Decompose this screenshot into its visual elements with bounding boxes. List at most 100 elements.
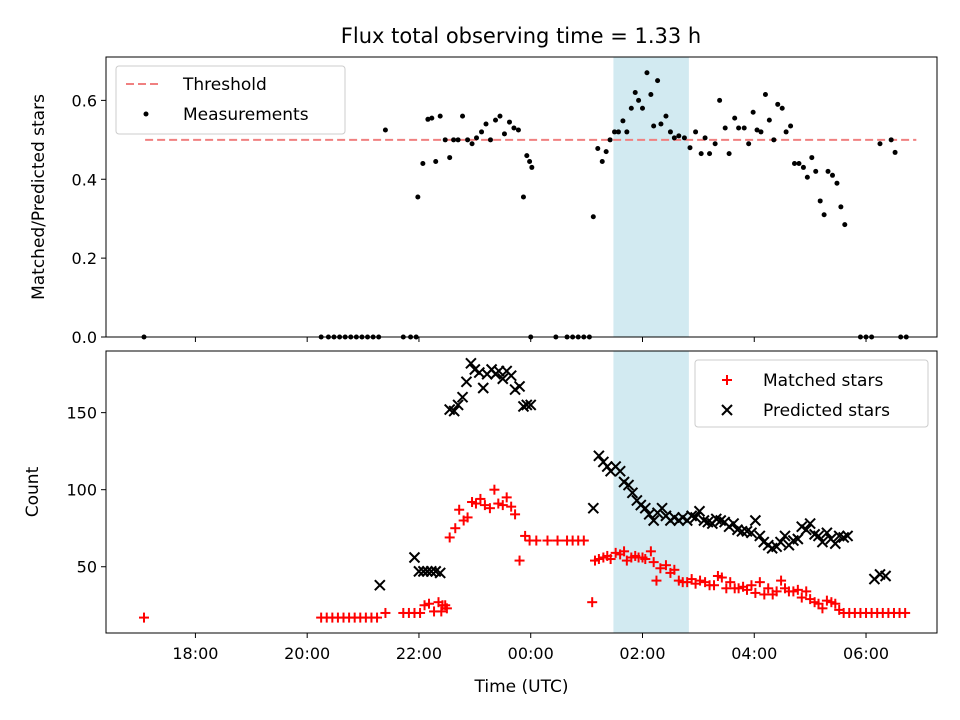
matched-starspoint [450, 523, 461, 534]
matched-starspoint [493, 498, 504, 509]
x-axis-label: Time (UTC) [474, 677, 569, 697]
matched-starspoint [619, 546, 630, 557]
predicted-starspoint [736, 525, 748, 538]
measurementspoint [746, 141, 752, 147]
predicted-starspoint [816, 536, 829, 548]
matched-starspoint [741, 584, 752, 595]
legend-predicted-swatch [721, 404, 733, 416]
measurementspoint [842, 222, 848, 228]
legend-measurements-swatch [143, 111, 149, 117]
matched-starspoint [444, 532, 455, 543]
measurementspoint [754, 127, 760, 133]
legend-predicted-label: Predicted stars [763, 401, 890, 421]
matched-starspoint [771, 586, 782, 597]
measurementspoint [639, 105, 645, 111]
measurementspoint [838, 204, 844, 210]
matched-starspoint [759, 589, 770, 600]
measurementspoint [455, 137, 461, 143]
measurementspoint [892, 149, 898, 155]
measurementspoint [493, 117, 499, 123]
predicted-starspoint [448, 405, 460, 417]
predicted-starspoint [460, 376, 473, 388]
measurementspoint [667, 129, 673, 135]
measurementspoint [726, 151, 732, 157]
matched-starspoint [578, 535, 589, 546]
measurementspoint [750, 109, 756, 115]
measurementspoint [529, 164, 535, 170]
predicted-starspoint [754, 530, 766, 542]
measurementspoint [506, 119, 512, 125]
measurementspoint [813, 168, 819, 174]
predicted-starspoint [421, 565, 434, 578]
top-data-marks [141, 70, 917, 340]
matched-starspoint [501, 492, 512, 503]
measurementspoint [483, 121, 489, 127]
measurementspoint [615, 129, 621, 135]
predicted-starspoint [647, 514, 660, 527]
bottom-highlight-span [613, 351, 689, 633]
matched-starspoint [733, 583, 744, 594]
top-plot-frame [105, 56, 938, 338]
measurementspoint [590, 214, 596, 220]
measurementspoint [809, 155, 815, 161]
x-tick-label: 04:00 [731, 644, 777, 663]
x-tick-label: 00:00 [508, 644, 554, 663]
matched-starspoint [593, 554, 604, 565]
matched-starspoint [605, 554, 616, 565]
predicted-starspoint [505, 369, 517, 382]
matched-starspoint [763, 583, 774, 594]
y-tick-label: 0.4 [72, 170, 97, 189]
measurementspoint [775, 101, 781, 107]
measurementspoint [681, 135, 687, 141]
measurementspoint [628, 105, 634, 111]
matched-starspoint [709, 580, 720, 591]
top-highlight-span [613, 57, 689, 337]
predicted-starspoint [593, 450, 605, 462]
predicted-starspoint [879, 570, 892, 582]
matched-starspoint [380, 607, 391, 618]
matched-starspoint [479, 500, 490, 511]
measurementspoint [676, 133, 682, 139]
measurementspoint [474, 135, 480, 141]
matched-starspoint [470, 498, 481, 509]
predicted-starspoint [513, 380, 526, 393]
measurementspoint [433, 159, 439, 165]
matched-starspoint [900, 607, 911, 618]
top-legend-box [115, 65, 346, 135]
matched-starspoint [542, 535, 553, 546]
matched-starspoint [830, 598, 841, 609]
measurementspoint [501, 131, 507, 137]
matched-starspoint [436, 606, 447, 617]
measurementspoint [722, 125, 728, 131]
matched-starspoint [669, 564, 680, 575]
matched-starspoint [520, 530, 531, 541]
measurementspoint [698, 151, 704, 157]
measurementspoint [766, 117, 772, 123]
matched-starspoint [796, 592, 807, 603]
predicted-starspoint [774, 536, 787, 548]
matched-starspoint [750, 587, 761, 598]
measurementspoint [624, 129, 630, 135]
predicted-starspoint [821, 527, 833, 539]
x-tick-label: 02:00 [619, 644, 665, 663]
predicted-starspoint [804, 517, 816, 530]
predicted-starspoint [434, 567, 446, 579]
matched-starspoint [817, 603, 828, 614]
measurementspoint [655, 78, 661, 84]
bottom-data-marks [139, 357, 911, 623]
matched-starspoint [419, 600, 430, 611]
measurementspoint [451, 137, 457, 143]
top-y-axis: 0.0 0.2 0.4 0.6 [72, 91, 106, 347]
predicted-starspoint [525, 399, 537, 411]
measurementspoint [817, 198, 823, 204]
measurementspoint [429, 115, 435, 121]
measurementspoint [520, 194, 526, 200]
predicted-starspoint [841, 530, 854, 542]
matched-starspoint [489, 484, 500, 495]
measurementspoint [620, 118, 626, 124]
measurementspoint [834, 180, 840, 186]
bottom-legend-box [694, 359, 929, 428]
matched-starspoint [424, 598, 435, 609]
matched-starspoint [651, 575, 662, 586]
